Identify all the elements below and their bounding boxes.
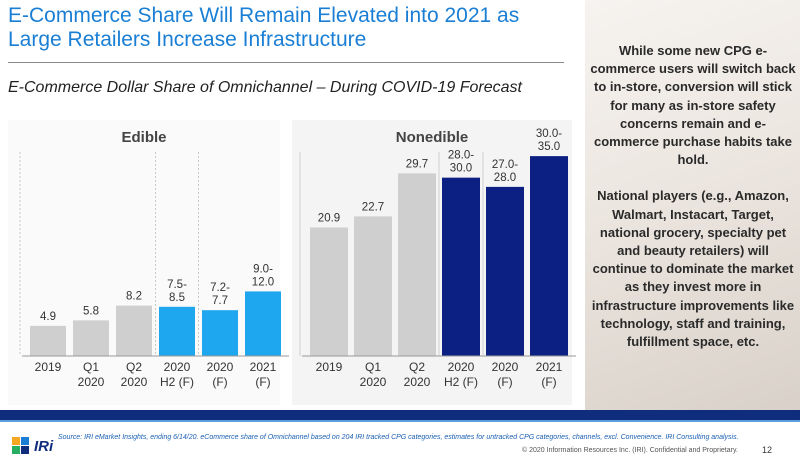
chart-2-bar (486, 186, 524, 356)
chart-1-data-label: 7.2- (210, 282, 230, 294)
chart-2-bar (442, 177, 480, 356)
chart-2-bar (398, 173, 436, 356)
chart-2-category-label: 2020 (404, 375, 431, 389)
commentary-paragraph-1: While some new CPG e-commerce users will… (590, 43, 796, 168)
chart-1-category-label: 2020 (121, 375, 148, 389)
chart-1-bar (30, 325, 66, 356)
chart-2-data-label: 20.9 (318, 212, 340, 224)
chart-1-category-label: 2021 (250, 360, 277, 374)
chart-2-bar (354, 216, 392, 356)
chart-2-category-label: 2020 (360, 375, 387, 389)
chart-1-panel-bg (8, 120, 280, 405)
chart-2-category-label: 2020 (448, 360, 475, 374)
title-divider (8, 62, 564, 63)
chart-2-data-label: 28.0- (448, 150, 474, 162)
chart-2-data-label: 22.7 (362, 201, 384, 213)
commentary-paragraph-2: National players (e.g., Amazon, Walmart,… (591, 188, 795, 350)
page-title: E-Commerce Share Will Remain Elevated in… (8, 4, 520, 51)
chart-1-data-label: 8.5 (169, 292, 185, 304)
chart-1-data-label: 4.9 (40, 311, 56, 323)
chart-2-data-label: 30.0 (450, 163, 472, 175)
chart-2-data-label: 27.0- (492, 159, 518, 171)
chart-2-data-label: 28.0 (494, 172, 516, 184)
chart-1-data-label: 5.8 (83, 305, 99, 317)
chart-1-category-label: 2020 (78, 375, 105, 389)
chart-2-bar (530, 156, 568, 356)
chart-2-category-label: (F) (541, 375, 556, 389)
chart-1-data-label: 12.0 (252, 276, 274, 288)
chart-1-category-label: (F) (255, 375, 270, 389)
chart-2-category-label: 2020 (492, 360, 519, 374)
copyright-note: © 2020 Information Resources Inc. (IRI).… (522, 447, 738, 454)
chart-subtitle: E-Commerce Dollar Share of Omnichannel –… (8, 79, 522, 96)
right-panel-background (585, 0, 800, 410)
chart-2-data-label: 29.7 (406, 158, 428, 170)
iri-logo-text: IRi (34, 438, 54, 455)
footer-accent-line (0, 420, 800, 422)
chart-1-bar (245, 291, 281, 356)
commentary-panel: While some new CPG e-commerce users will… (590, 42, 796, 369)
chart-2-category-label: H2 (F) (444, 375, 478, 389)
chart-2-data-label: 35.0 (538, 141, 560, 153)
chart-2-bar (310, 227, 348, 356)
chart-2-category-label: Q1 (365, 360, 381, 374)
chart-1-title: Edible (121, 129, 166, 146)
chart-1-data-label: 9.0- (253, 263, 273, 275)
chart-2-category-label: 2021 (536, 360, 563, 374)
iri-logo-icon (12, 437, 29, 454)
chart-2-category-label: Q2 (409, 360, 425, 374)
chart-1-data-label: 7.5- (167, 279, 187, 291)
page-number: 12 (762, 445, 773, 455)
chart-1-category-label: (F) (212, 375, 227, 389)
chart-1-bar (73, 320, 109, 356)
chart-2-category-label: (F) (497, 375, 512, 389)
chart-1-category-label: 2019 (35, 360, 62, 374)
source-note: Source: IRI eMarket Insights, ending 6/1… (58, 434, 739, 441)
chart-1-bar (159, 306, 195, 356)
chart-1-bar (202, 310, 238, 356)
chart-1-category-label: Q2 (126, 360, 142, 374)
chart-2-category-label: 2019 (316, 360, 343, 374)
chart-1-bar (116, 305, 152, 356)
footer-bar (0, 410, 800, 420)
chart-1-category-label: 2020 (164, 360, 191, 374)
charts-area: Edible4.920195.8Q120208.2Q220207.5-8.520… (8, 120, 576, 405)
chart-1-data-label: 8.2 (126, 291, 142, 303)
chart-1-category-label: Q1 (83, 360, 99, 374)
chart-2-data-label: 30.0- (536, 128, 562, 140)
chart-2-title: Nonedible (396, 129, 469, 146)
chart-1-category-label: H2 (F) (160, 375, 194, 389)
chart-1-data-label: 7.7 (212, 295, 228, 307)
chart-1-category-label: 2020 (207, 360, 234, 374)
